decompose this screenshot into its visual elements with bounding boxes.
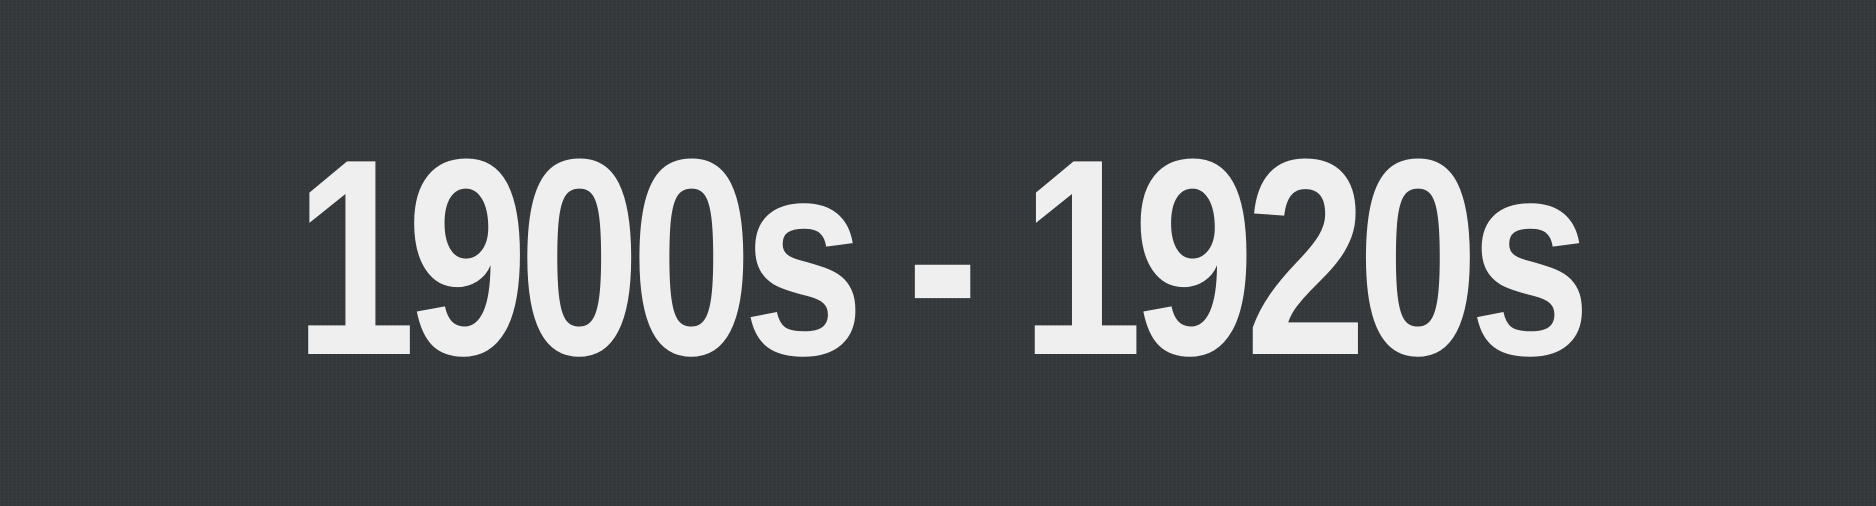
- period-heading: 1900s - 1920s: [294, 102, 1590, 414]
